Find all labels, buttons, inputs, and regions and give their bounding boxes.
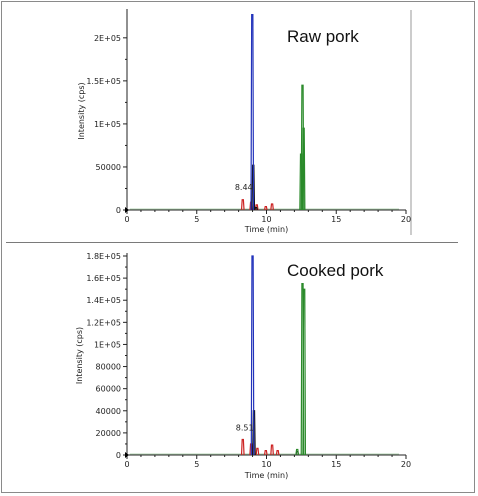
x-tick-label: 20 [401,460,411,469]
x-tick-label: 15 [331,215,341,224]
chart-panel-cooked-pork: 0 20000 40000 60000 80000 1E+05 1.2E+05 1.4E+05… [0,243,478,496]
y-tick-label: 50000 [96,163,121,172]
peak-black-1 [254,206,258,211]
x-tick-label: 20 [401,215,411,224]
x-axis-title: Time (min) [244,225,288,234]
peak-red-0 [240,199,245,211]
x-axis-title: Time (min) [244,471,288,480]
y-tick-label: 80000 [96,363,121,372]
peak-green-2 [301,127,306,211]
y-tick-label: 60000 [96,385,121,394]
chart-title: Raw pork [287,27,359,46]
x-tick-label: 10 [261,460,271,469]
panel-divider [6,242,458,243]
x-tick-label: 0 [124,215,129,224]
y-axis-title: Intensity (cps) [77,82,86,139]
peak-annotation: 8.44 [235,183,253,192]
x-tick-label: 15 [331,460,341,469]
chart-raw-pork: 0 50000 1E+05 1.5E+05 2E+05 0 5 10 15 20 Time (min… [77,9,412,235]
y-tick-label: 1.4E+05 [86,296,121,305]
peak-green-0 [295,448,300,456]
peak-annotation: 8.51 [236,423,254,432]
peak-red-4 [270,444,274,456]
peak-green-2 [302,288,307,456]
peak-blue-0 [250,255,255,456]
y-tick-label: 20000 [96,429,121,438]
x-tick-label: 10 [261,215,271,224]
peak-red-5 [275,449,280,456]
x-tick-label: 0 [124,460,129,469]
y-tick-label: 0 [116,451,121,460]
y-tick-label: 1.5E+05 [86,77,121,86]
chart-panel-raw-pork: 0 50000 1E+05 1.5E+05 2E+05 0 5 10 15 20 Time (min… [0,0,478,242]
y-tick-label: 40000 [96,407,121,416]
chart-title: Cooked pork [287,261,384,280]
y-tick-label: 1E+05 [94,120,121,129]
peak-red-4 [270,203,274,211]
y-tick-label: 2E+05 [94,34,121,43]
y-tick-label: 1.8E+05 [86,252,121,261]
y-axis-title: Intensity (cps) [75,327,84,384]
y-tick-label: 1.6E+05 [86,274,121,283]
peak-red-0 [240,438,245,456]
y-tick-label: 1.2E+05 [86,318,121,327]
peak-red-2 [255,447,260,456]
peak-blue-0 [250,13,255,211]
origin-marker [125,452,129,458]
x-tick-label: 5 [194,460,199,469]
peak-red-3 [263,205,268,211]
x-tick-label: 5 [194,215,199,224]
chart-cooked-pork: 0 20000 40000 60000 80000 1E+05 1.2E+05 1.4E+05… [75,252,411,480]
peak-red-3 [263,449,268,456]
y-tick-label: 0 [116,206,121,215]
origin-marker [125,207,129,213]
y-tick-label: 1E+05 [94,340,121,349]
